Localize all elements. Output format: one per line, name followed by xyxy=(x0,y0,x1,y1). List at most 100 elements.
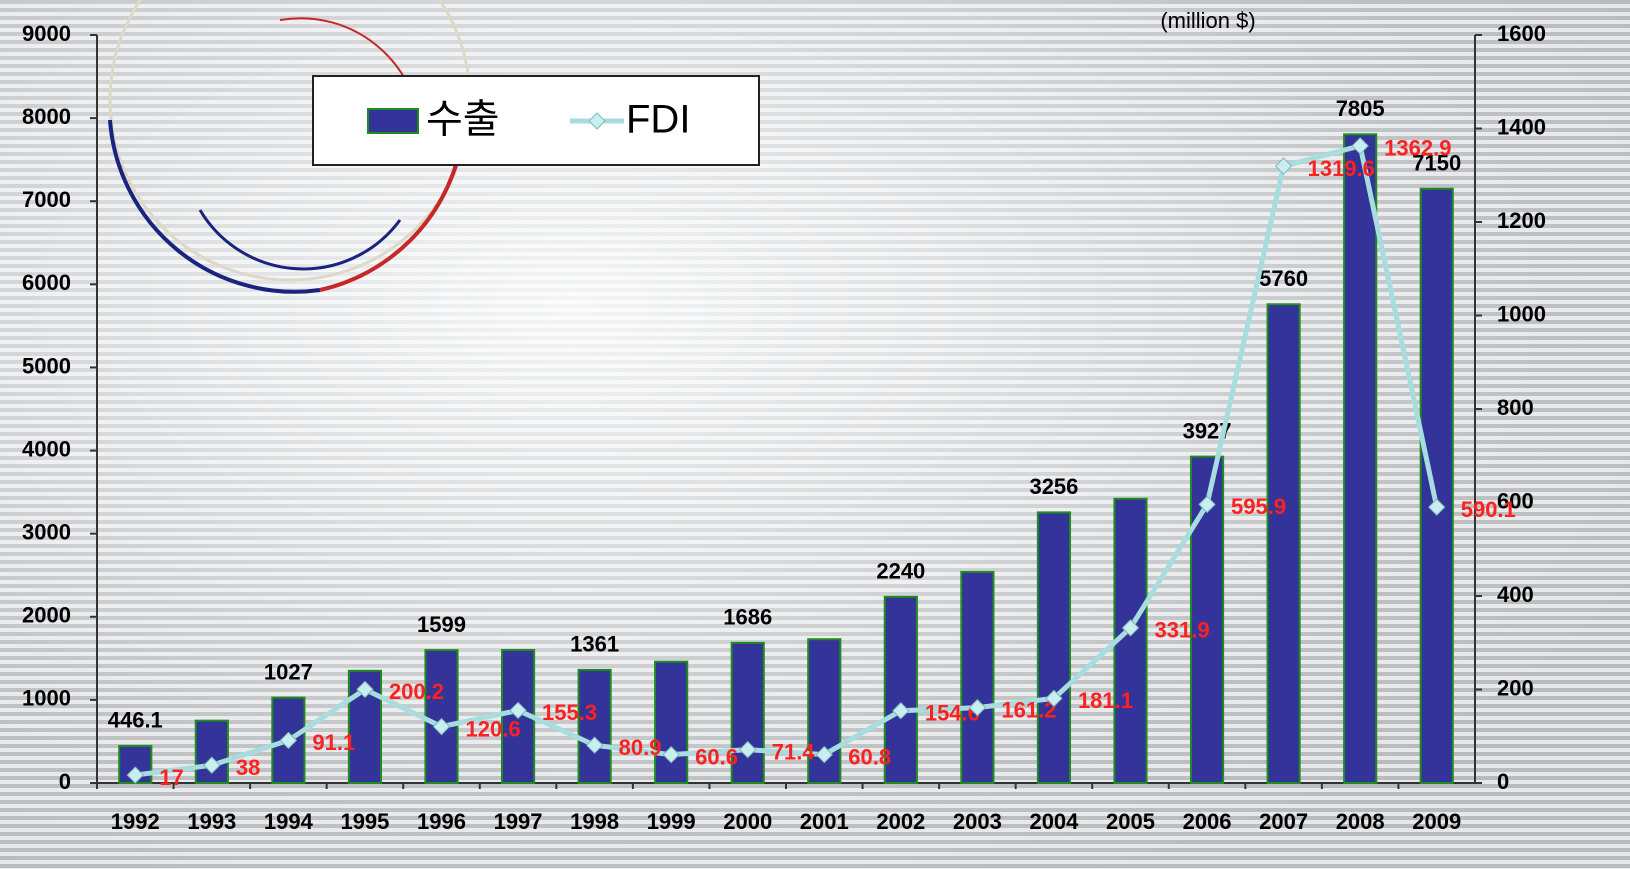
y2-tick-label: 1600 xyxy=(1497,21,1546,46)
arc xyxy=(108,119,321,294)
x-tick-label: 1992 xyxy=(111,809,160,834)
legend-label: 수출 xyxy=(426,98,500,142)
y2-tick-label: 600 xyxy=(1497,488,1534,513)
x-tick-label: 1999 xyxy=(647,809,696,834)
fdi-marker xyxy=(968,698,987,717)
y-tick-label: 3000 xyxy=(22,519,71,544)
fdi-marker xyxy=(815,745,833,764)
bar-value-label: 2240 xyxy=(876,559,925,584)
fdi-line xyxy=(134,142,1440,778)
arc xyxy=(198,209,402,271)
fdi-value-label: 60.6 xyxy=(695,744,738,769)
fdi-value-label: 161.2 xyxy=(1001,697,1056,722)
y2-tick-label: 200 xyxy=(1497,675,1534,700)
fdi-value-label: 91.1 xyxy=(312,730,355,755)
bar xyxy=(883,595,918,784)
legend: 수출 FDI xyxy=(312,75,760,166)
bar xyxy=(1343,133,1378,785)
fdi-value-label: 80.9 xyxy=(619,735,662,760)
fdi-marker xyxy=(509,701,527,720)
x-tick-label: 2009 xyxy=(1412,809,1461,834)
bar-value-label: 1686 xyxy=(723,605,772,630)
fdi-value-label: 71.4 xyxy=(772,739,816,764)
x-tick-label: 2007 xyxy=(1259,809,1308,834)
bar xyxy=(654,660,689,784)
y2-tick-label: 1000 xyxy=(1497,301,1546,326)
x-tick-label: 1995 xyxy=(340,809,389,834)
fdi-value-label: 17 xyxy=(159,765,183,790)
y-tick-label: 8000 xyxy=(22,104,71,129)
bar-value-label: 446.1 xyxy=(108,708,163,733)
unit-label: (million $) xyxy=(1160,8,1255,33)
bar xyxy=(1419,187,1454,784)
x-tick-label: 2005 xyxy=(1106,809,1155,834)
bar xyxy=(1036,511,1072,784)
bar-value-label: 7805 xyxy=(1336,96,1385,121)
bar-value-label: 7150 xyxy=(1412,151,1461,176)
y2-tick-label: 800 xyxy=(1497,395,1534,420)
x-tick-label: 2003 xyxy=(953,809,1002,834)
x-tick-label: 2004 xyxy=(1029,809,1079,834)
fdi-marker xyxy=(279,731,298,750)
fdi-marker xyxy=(432,717,451,736)
fdi-value-label: 331.9 xyxy=(1155,618,1210,643)
fdi-value-label: 155.3 xyxy=(542,700,597,725)
bar xyxy=(960,570,995,784)
fdi-marker xyxy=(1274,157,1293,175)
bar xyxy=(424,649,459,785)
y-tick-label: 2000 xyxy=(22,603,71,628)
arc xyxy=(319,149,462,292)
fdi-marker xyxy=(585,736,604,754)
y2-tick-label: 400 xyxy=(1497,582,1534,607)
x-tick-label: 1996 xyxy=(417,809,466,834)
bar-value-label: 1027 xyxy=(264,659,313,684)
bar-value-label: 3256 xyxy=(1029,474,1078,499)
y-tick-label: 4000 xyxy=(22,436,71,461)
fdi-marker xyxy=(1198,495,1216,514)
bar xyxy=(1266,303,1301,784)
fdi-marker xyxy=(739,740,757,759)
y2-tick-label: 1200 xyxy=(1497,208,1546,233)
bar xyxy=(577,668,612,785)
y-tick-label: 1000 xyxy=(22,686,71,711)
fdi-value-label: 1319.6 xyxy=(1308,156,1375,181)
x-tick-label: 2001 xyxy=(800,809,849,834)
bar xyxy=(730,641,765,785)
fdi-value-label: 120.6 xyxy=(466,716,521,741)
fdi-value-label: 154.6 xyxy=(925,701,980,726)
x-tick-label: 2008 xyxy=(1336,809,1385,834)
fdi-marker xyxy=(1121,619,1140,637)
fdi-value-label: 200.2 xyxy=(389,679,444,704)
x-tick-label: 2000 xyxy=(723,809,772,834)
fdi-marker xyxy=(662,745,680,764)
bar-value-label: 1361 xyxy=(570,632,619,657)
fdi-marker xyxy=(892,702,910,720)
fdi-marker xyxy=(1045,689,1063,708)
y-tick-label: 6000 xyxy=(22,270,71,295)
bar-value-label: 5760 xyxy=(1259,266,1308,291)
y-tick-label: 9000 xyxy=(22,21,71,46)
fdi-value-label: 590.1 xyxy=(1461,497,1516,522)
fdi-value-label: 595.9 xyxy=(1231,494,1286,519)
y2-tick-label: 0 xyxy=(1497,769,1509,794)
y-tick-label: 7000 xyxy=(22,187,71,212)
x-tick-label: 2006 xyxy=(1183,809,1232,834)
bar-value-label: 1599 xyxy=(417,612,466,637)
legend-label: FDI xyxy=(626,98,690,142)
fdi-marker xyxy=(356,680,374,699)
fdi-marker xyxy=(203,756,221,774)
fdi-value-label: 181.1 xyxy=(1078,688,1133,713)
legend-marker xyxy=(588,112,606,130)
x-tick-label: 2002 xyxy=(876,809,925,834)
fdi-value-label: 38 xyxy=(236,755,260,780)
fdi-value-label: 60.8 xyxy=(848,744,891,769)
legend-swatch xyxy=(367,108,419,134)
y-tick-label: 0 xyxy=(59,769,71,794)
fdi-marker xyxy=(1351,137,1369,155)
x-tick-label: 1998 xyxy=(570,809,619,834)
x-tick-label: 1994 xyxy=(264,809,314,834)
fdi-marker xyxy=(1428,498,1446,516)
x-tick-label: 1993 xyxy=(187,809,236,834)
